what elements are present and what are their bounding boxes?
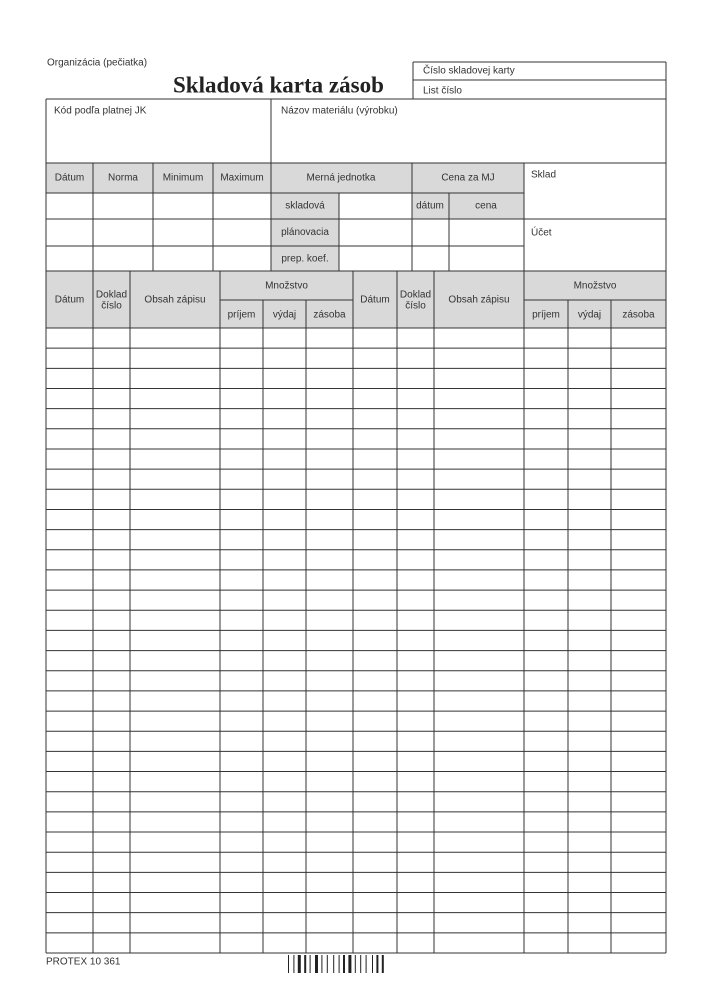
label: Doklad (96, 290, 127, 301)
barcode-bar (333, 955, 335, 973)
label: Sklad (531, 170, 556, 181)
barcode-bar (354, 955, 356, 973)
barcode-bar (360, 955, 362, 973)
barcode-bar (338, 955, 340, 973)
barcode-bar (343, 955, 345, 973)
label: výdaj (578, 310, 601, 321)
barcode-bar (309, 955, 311, 973)
barcode-bar (297, 955, 301, 973)
label: plánovacia (281, 227, 329, 238)
label: prep. koef. (281, 254, 328, 265)
barcode-bar (315, 955, 318, 973)
label: Obsah zápisu (144, 295, 205, 306)
label: príjem (532, 310, 560, 321)
label: Dátum (55, 173, 84, 184)
label: zásoba (622, 310, 655, 321)
label: Minimum (163, 173, 204, 184)
label: Dátum (360, 295, 389, 306)
label: Cena za MJ (441, 173, 494, 184)
barcode-bar (304, 955, 307, 973)
barcode-bar (365, 955, 367, 973)
label: List číslo (423, 86, 462, 97)
barcode-bar (376, 955, 379, 973)
label: Množstvo (265, 281, 308, 292)
label: Číslo skladovej karty (423, 64, 515, 77)
publisher: PROTEX 10 361 (46, 957, 121, 968)
label: Merná jednotka (307, 173, 376, 184)
label: číslo (101, 301, 122, 312)
cell-fill (412, 193, 524, 219)
barcode-bar (381, 955, 384, 973)
label: výdaj (273, 310, 296, 321)
label: cena (475, 201, 497, 212)
label: Obsah zápisu (448, 295, 509, 306)
barcode-bar (288, 955, 289, 973)
cell-fill (271, 193, 339, 271)
label: zásoba (313, 310, 346, 321)
form-title: Skladová karta zásob (173, 72, 384, 97)
label: Kód podľa platnej JK (54, 106, 147, 117)
barcode-bar (326, 955, 328, 973)
label: číslo (405, 301, 426, 312)
label: príjem (228, 310, 256, 321)
label: Množstvo (574, 281, 617, 292)
barcode-bar (321, 955, 323, 973)
cell-fill (46, 163, 524, 193)
label: Názov materiálu (výrobku) (281, 106, 398, 117)
label: Norma (108, 173, 138, 184)
label: Doklad (400, 290, 431, 301)
barcode-bar (293, 955, 295, 973)
barcode-bar (372, 955, 373, 973)
label: skladová (285, 201, 325, 212)
label: Maximum (220, 173, 263, 184)
label: dátum (416, 201, 444, 212)
label: Organizácia (pečiatka) (47, 58, 147, 69)
label: Dátum (55, 295, 84, 306)
label: Účet (531, 226, 552, 239)
barcode-bar (348, 955, 352, 973)
